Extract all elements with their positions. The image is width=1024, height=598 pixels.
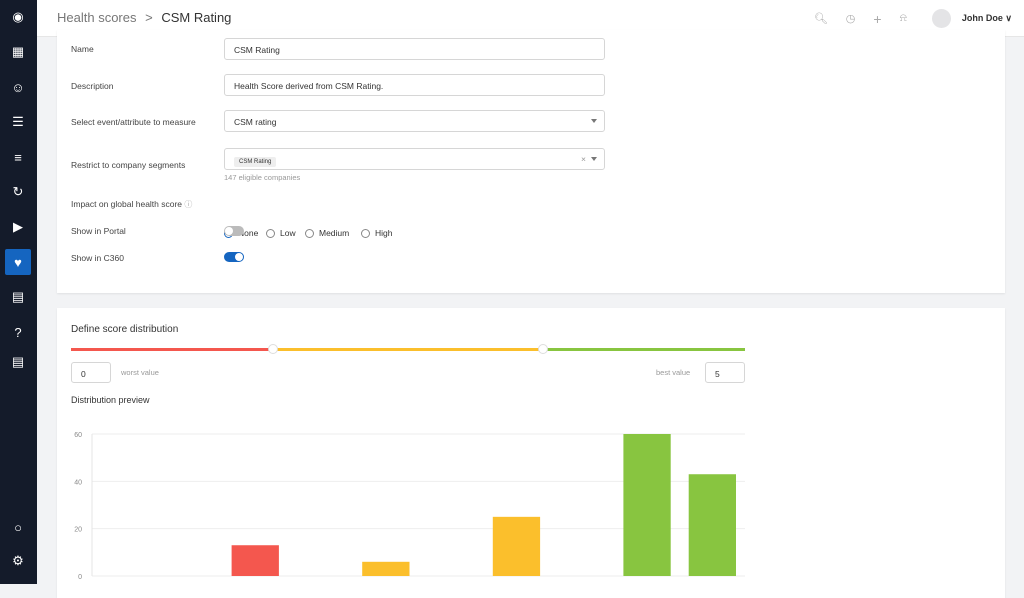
impact-label-text: Impact on global health score [71, 199, 183, 209]
name-input[interactable]: CSM Rating [224, 38, 605, 60]
slider-handle-2[interactable] [537, 344, 548, 354]
name-label: Name [71, 44, 94, 54]
radio-label: Low [280, 228, 296, 238]
portal-toggle[interactable] [224, 226, 244, 236]
score-slider[interactable] [71, 344, 745, 354]
preview-title: Distribution preview [71, 395, 150, 405]
checklist-icon[interactable]: ≡ [14, 149, 22, 165]
y-tick-label: 0 [78, 574, 82, 581]
impact-radio-high[interactable]: High [361, 228, 392, 238]
bar [688, 474, 736, 576]
bell-icon[interactable]: ⍾ [899, 12, 907, 24]
dashboard-icon[interactable]: ▦ [11, 44, 25, 59]
radio-circle [361, 228, 370, 238]
radio-circle [305, 228, 314, 238]
chevron-down-icon [591, 157, 597, 161]
clear-icon[interactable]: × [581, 154, 586, 164]
c360-toggle[interactable] [224, 252, 244, 262]
description-label: Description [71, 81, 114, 91]
calculator-icon[interactable]: ▤ [11, 289, 25, 304]
measure-label: Select event/attribute to measure [71, 117, 196, 127]
breadcrumb-parent[interactable]: Health scores [57, 10, 137, 25]
gear-icon[interactable]: ⚙ [12, 553, 24, 568]
hierarchy-icon[interactable]: ☰ [12, 114, 24, 129]
score-distribution-card: Define score distribution 0 worst value … [57, 308, 1005, 598]
radio-label: None [238, 228, 259, 238]
logo-icon[interactable]: ◉ [12, 9, 24, 24]
sync-icon[interactable]: ↻ [12, 184, 24, 199]
y-tick-label: 20 [74, 527, 82, 534]
users-icon[interactable]: ☺ [11, 79, 25, 95]
avatar[interactable] [931, 9, 951, 28]
best-value-label: best value [656, 368, 691, 377]
bar [492, 516, 541, 576]
radio-label: Medium [319, 228, 350, 238]
help-icon[interactable]: ? [14, 324, 22, 340]
segments-label: Restrict to company segments [71, 160, 186, 170]
c360-label: Show in C360 [71, 253, 124, 263]
bar [623, 434, 671, 576]
bar [231, 545, 279, 576]
distribution-chart: 0 20 40 60 [74, 432, 745, 581]
segment-tag[interactable]: CSM Rating [234, 157, 277, 167]
sidebar: ◉ ▦ ☺ ☰ ≡ ↻ ▶ ♥ ▤? ▤ ○ ⚙ [0, 0, 37, 584]
y-tick-label: 60 [74, 432, 82, 439]
portal-label: Show in Portal [71, 226, 126, 236]
play-icon[interactable]: ▶ [13, 219, 23, 234]
user-name: John Doe [961, 13, 1003, 23]
user-menu[interactable]: John Doe ∨ [961, 13, 1012, 23]
measure-value: CSM rating [234, 117, 277, 127]
measure-select[interactable]: CSM rating [224, 110, 605, 132]
y-tick-label: 40 [74, 479, 82, 486]
health-icon[interactable]: ♥ [5, 249, 31, 275]
info-icon[interactable]: ⓘ [184, 200, 193, 209]
impact-label: Impact on global health score ⓘ [71, 199, 192, 210]
description-input[interactable]: Health Score derived from CSM Rating. [224, 74, 605, 96]
health-score-form: Name CSM Rating Description Health Score… [57, 30, 1005, 293]
segments-hint: 147 eligible companies [224, 173, 301, 182]
worst-value-input[interactable]: 0 [71, 362, 111, 383]
radio-label: High [375, 228, 393, 238]
radio-circle [266, 228, 275, 238]
worst-value-label: worst value [121, 368, 159, 377]
segments-select[interactable]: CSM Rating × [224, 148, 605, 170]
breadcrumb-separator: > [145, 10, 153, 25]
impact-radio-medium[interactable]: Medium [305, 228, 349, 238]
chevron-down-icon [591, 119, 597, 123]
best-value-input[interactable]: 5 [705, 362, 745, 383]
bar [362, 561, 410, 576]
impact-radio-low[interactable]: Low [266, 228, 296, 238]
feedback-icon[interactable]: ▤ [11, 354, 25, 369]
distribution-title: Define score distribution [71, 324, 179, 335]
plus-icon[interactable]: + [873, 10, 882, 27]
slider-handle-1[interactable] [268, 344, 279, 354]
breadcrumb-current: CSM Rating [161, 10, 232, 25]
lightbulb-icon[interactable]: ○ [14, 519, 22, 535]
breadcrumb: Health scores > CSM Rating [57, 10, 231, 25]
clock-icon[interactable]: ◷ [845, 13, 856, 25]
search-icon[interactable]: 🔍︎ [813, 13, 828, 25]
